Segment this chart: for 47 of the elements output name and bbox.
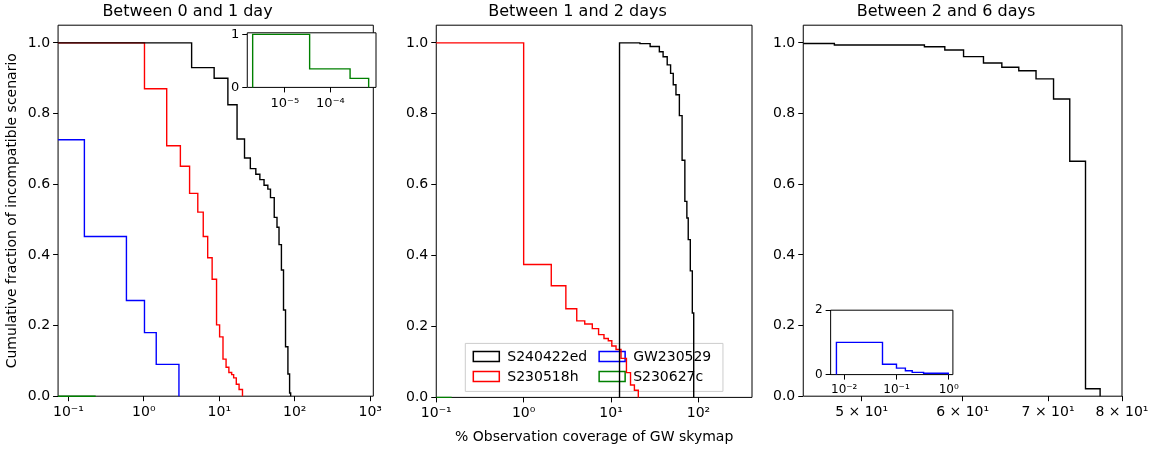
- x-tick-label: 8 × 10¹: [1095, 403, 1149, 420]
- x-tick-label: 10⁰: [132, 403, 156, 420]
- x-tick-label: 10¹: [599, 404, 623, 421]
- y-tick-label: 0.8: [406, 104, 429, 121]
- chart-title: Between 2 and 6 days: [856, 0, 1036, 20]
- x-tick-label: 10³: [358, 403, 382, 420]
- x-tick-label: 5 × 10¹: [835, 403, 889, 420]
- x-tick-label: 10⁻⁵: [270, 94, 300, 110]
- chart-title: Between 1 and 2 days: [488, 0, 667, 20]
- y-tick-label: 0.0: [406, 388, 429, 405]
- y-tick-label: 0.6: [406, 175, 429, 192]
- x-tick-label: 10⁰: [938, 381, 959, 396]
- y-tick-label: 0.4: [406, 246, 429, 263]
- y-tick-label: 2: [814, 302, 823, 317]
- y-tick-label: 0: [230, 78, 240, 94]
- y-tick-label: 0.2: [27, 316, 51, 333]
- x-tick-label: 10¹: [207, 403, 231, 420]
- y-tick-label: 0.0: [773, 386, 796, 403]
- y-tick-label: 0.0: [27, 386, 51, 403]
- x-tick-label: 10⁻²: [831, 381, 858, 396]
- y-tick-label: 0.8: [773, 104, 796, 121]
- y-tick-label: 0: [814, 366, 823, 381]
- y-tick-label: 1.0: [27, 33, 51, 50]
- x-tick-label: 6 × 10¹: [936, 403, 990, 420]
- y-tick-label: 0.2: [406, 317, 429, 334]
- y-tick-label: 1.0: [773, 33, 796, 50]
- x-tick-label: 7 × 10¹: [1021, 403, 1075, 420]
- x-tick-label: 10⁻¹: [420, 404, 452, 421]
- x-axis-title: % Observation coverage of GW skymap: [454, 428, 734, 445]
- y-tick-label: 0.4: [773, 245, 796, 262]
- x-tick-label: 10²: [686, 404, 711, 421]
- y-tick-label: 0.4: [27, 245, 51, 262]
- y-tick-label: 0.6: [773, 174, 796, 191]
- legend-label: S240422ed: [507, 348, 588, 365]
- y-tick-label: 0.6: [27, 174, 51, 191]
- y-tick-label: 1: [230, 25, 240, 41]
- x-tick-label: 10⁰: [511, 404, 536, 421]
- y-tick-label: 0.8: [27, 104, 51, 121]
- x-tick-label: 10⁻⁴: [316, 94, 345, 110]
- legend-label: S230518h: [507, 368, 579, 385]
- chart-title: Between 0 and 1 day: [102, 0, 273, 20]
- y-tick-label: 0.2: [773, 316, 796, 333]
- x-tick-label: 10⁻¹: [883, 381, 910, 396]
- y-axis-title: Cumulative fraction of incompatible scenario: [3, 53, 20, 369]
- y-tick-label: 1.0: [406, 33, 429, 50]
- x-tick-label: 10⁻¹: [52, 403, 84, 420]
- x-tick-label: 10²: [283, 403, 307, 420]
